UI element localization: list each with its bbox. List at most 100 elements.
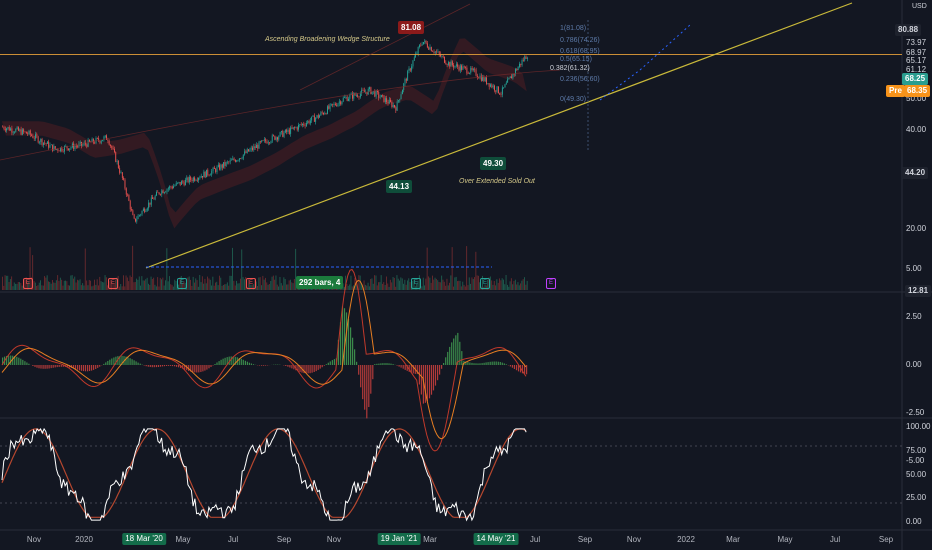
time-tick: Sep <box>276 535 292 544</box>
earnings-event-icon[interactable]: E <box>246 278 256 289</box>
earnings-event-icon[interactable]: E <box>108 278 118 289</box>
low-marker-jan[interactable]: 44.13 <box>386 180 413 193</box>
bar-range-label[interactable]: 292 bars, 4 <box>296 276 344 289</box>
macd-histogram-bar <box>406 365 408 371</box>
time-tick: 18 Mar '20 <box>122 533 166 545</box>
fib-level-label[interactable]: 0.236(56.60) <box>560 76 600 83</box>
candle-body <box>363 90 365 92</box>
volume-bar <box>112 283 114 290</box>
candle-body <box>283 132 285 137</box>
volume-bar <box>232 247 233 290</box>
earnings-event-icon[interactable]: E <box>177 278 187 289</box>
macd-histogram-bar <box>119 355 121 365</box>
volume-bar <box>487 279 489 290</box>
candle-body <box>316 115 318 118</box>
volume-bar <box>251 284 253 290</box>
time-tick: Nov <box>26 535 42 544</box>
candle-body <box>287 129 289 132</box>
volume-bar <box>134 282 136 290</box>
macd-histogram-bar <box>339 322 342 365</box>
macd-histogram-bar <box>22 359 24 365</box>
volume-bar <box>367 282 369 290</box>
volume-bar <box>266 282 268 290</box>
earnings-event-icon[interactable]: E <box>480 278 490 289</box>
volume-bar <box>172 286 174 290</box>
sold-out-annotation[interactable]: Over Extended Sold Out <box>459 178 535 185</box>
macd-histogram-bar <box>200 365 202 372</box>
volume-bar <box>180 276 182 290</box>
volume-bar <box>7 275 9 290</box>
candle-body <box>41 139 43 145</box>
candle-body <box>324 113 326 115</box>
low-marker-may[interactable]: 49.30 <box>480 157 507 170</box>
volume-bar <box>485 285 487 290</box>
volume-bar <box>3 285 5 290</box>
macd-histogram-bar <box>477 363 479 365</box>
candle-body <box>396 101 398 111</box>
volume-bar <box>201 276 203 290</box>
candle-body <box>240 158 242 159</box>
earnings-event-icon[interactable]: E <box>546 278 556 289</box>
macd-histogram-bar <box>495 361 497 365</box>
volume-bar <box>49 282 51 290</box>
candle-body <box>235 160 236 162</box>
volume-bar <box>12 286 14 290</box>
candle-body <box>74 146 76 150</box>
volume-bar <box>295 248 297 290</box>
volume-bar <box>382 283 383 290</box>
volume-bar <box>20 283 22 290</box>
macd-histogram-bar <box>325 364 327 365</box>
wedge-upper-line <box>299 3 471 91</box>
volume-bar <box>178 284 180 290</box>
fib-level-label[interactable]: 0.618(68.95) <box>560 48 600 55</box>
volume-bar <box>524 277 525 290</box>
candle-body <box>509 76 511 78</box>
macd-histogram-bar <box>352 337 354 365</box>
candle-body <box>503 87 505 88</box>
volume-bar <box>501 278 503 290</box>
earnings-event-icon[interactable]: E <box>23 278 33 289</box>
candle-body <box>145 210 147 212</box>
macd-histogram-bar <box>493 361 495 365</box>
candle-body <box>271 135 273 142</box>
volume-bar <box>267 284 269 290</box>
high-marker[interactable]: 81.08 <box>398 21 425 34</box>
wedge-annotation[interactable]: Ascending Broadening Wedge Structure <box>265 36 390 43</box>
macd-histogram-bar <box>157 365 159 367</box>
candle-body <box>246 149 248 153</box>
volume-bar <box>359 275 361 290</box>
volume-bar <box>36 286 38 290</box>
macd-histogram-bar <box>430 365 433 395</box>
volume-bar <box>370 279 372 290</box>
macd-histogram-bar <box>60 365 62 367</box>
fib-level-label[interactable]: 0(49.30) <box>560 95 587 103</box>
earnings-event-icon[interactable]: E <box>411 278 421 289</box>
fib-level-label[interactable]: 0.786(74.26) <box>560 37 600 45</box>
candle-body <box>513 73 515 75</box>
candle-body <box>308 120 310 124</box>
volume-bar <box>98 285 99 290</box>
macd-histogram-bar <box>42 365 44 369</box>
candle-body <box>139 215 140 216</box>
volume-bar <box>401 278 403 290</box>
volume-bar <box>379 282 381 290</box>
volume-bar <box>343 286 345 290</box>
macd-histogram-bar <box>194 365 196 373</box>
candle-body <box>223 162 224 168</box>
macd-histogram-bar <box>422 365 424 404</box>
fib-level-label[interactable]: 0.382(61.32) <box>550 64 590 72</box>
candle-body <box>15 129 17 133</box>
candle-body <box>450 61 452 67</box>
macd-histogram-bar <box>258 365 261 366</box>
volume-bar <box>87 285 89 290</box>
volume-bar <box>69 285 70 290</box>
volume-bar <box>184 282 186 290</box>
volume-bar <box>124 286 126 290</box>
volume-bar <box>166 248 168 290</box>
fib-level-label[interactable]: 1(81.08) <box>560 25 587 32</box>
candle-body <box>520 63 522 65</box>
fib-level-label[interactable]: 0.5(65.15) <box>560 56 592 64</box>
volume-bar <box>249 283 251 290</box>
volume-bar <box>19 282 20 290</box>
